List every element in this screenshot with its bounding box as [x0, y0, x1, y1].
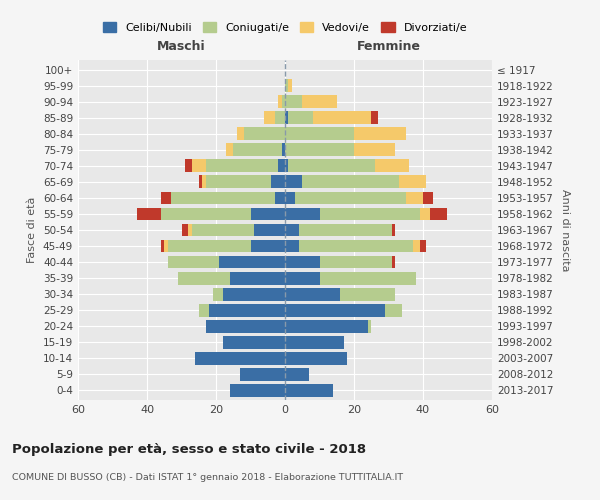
Bar: [354, 128, 406, 140]
Bar: [320, 272, 416, 284]
Bar: [285, 288, 340, 300]
Bar: [399, 176, 427, 188]
Bar: [430, 208, 447, 220]
Bar: [285, 336, 344, 348]
Bar: [192, 160, 206, 172]
Text: Femmine: Femmine: [356, 40, 421, 53]
Bar: [320, 208, 419, 220]
Bar: [188, 224, 192, 236]
Bar: [374, 160, 409, 172]
Bar: [285, 144, 354, 156]
Bar: [251, 240, 285, 252]
Bar: [185, 160, 192, 172]
Bar: [285, 128, 354, 140]
Bar: [285, 79, 289, 92]
Bar: [302, 176, 399, 188]
Bar: [223, 336, 285, 348]
Bar: [285, 304, 385, 316]
Bar: [264, 112, 275, 124]
Bar: [168, 256, 220, 268]
Bar: [275, 112, 285, 124]
Bar: [212, 288, 223, 300]
Bar: [295, 192, 406, 204]
Bar: [285, 272, 320, 284]
Bar: [226, 144, 233, 156]
Bar: [275, 192, 285, 204]
Bar: [206, 160, 278, 172]
Legend: Celibi/Nubili, Coniugati/e, Vedovi/e, Divorziati/e: Celibi/Nubili, Coniugati/e, Vedovi/e, Di…: [98, 18, 472, 38]
Bar: [182, 224, 188, 236]
Bar: [285, 384, 334, 397]
Bar: [299, 224, 392, 236]
Bar: [209, 304, 285, 316]
Bar: [289, 79, 292, 92]
Bar: [164, 240, 168, 252]
Bar: [199, 304, 209, 316]
Bar: [192, 224, 254, 236]
Bar: [206, 320, 285, 332]
Bar: [285, 192, 295, 204]
Bar: [392, 224, 395, 236]
Bar: [285, 96, 302, 108]
Bar: [371, 112, 378, 124]
Bar: [230, 384, 285, 397]
Text: Popolazione per età, sesso e stato civile - 2018: Popolazione per età, sesso e stato civil…: [12, 442, 366, 456]
Bar: [271, 176, 285, 188]
Bar: [230, 272, 285, 284]
Bar: [299, 240, 413, 252]
Y-axis label: Anni di nascita: Anni di nascita: [560, 188, 570, 271]
Bar: [223, 288, 285, 300]
Bar: [419, 208, 430, 220]
Bar: [419, 240, 427, 252]
Bar: [281, 96, 285, 108]
Bar: [220, 256, 285, 268]
Bar: [289, 112, 313, 124]
Bar: [206, 176, 271, 188]
Bar: [413, 240, 419, 252]
Bar: [171, 192, 275, 204]
Bar: [285, 352, 347, 364]
Bar: [340, 288, 395, 300]
Bar: [251, 208, 285, 220]
Bar: [196, 352, 285, 364]
Bar: [199, 176, 202, 188]
Bar: [368, 320, 371, 332]
Bar: [302, 96, 337, 108]
Bar: [161, 240, 164, 252]
Text: COMUNE DI BUSSO (CB) - Dati ISTAT 1° gennaio 2018 - Elaborazione TUTTITALIA.IT: COMUNE DI BUSSO (CB) - Dati ISTAT 1° gen…: [12, 472, 403, 482]
Bar: [161, 208, 251, 220]
Bar: [285, 112, 289, 124]
Bar: [240, 368, 285, 381]
Bar: [285, 208, 320, 220]
Bar: [285, 176, 302, 188]
Bar: [285, 368, 309, 381]
Bar: [313, 112, 371, 124]
Bar: [385, 304, 402, 316]
Bar: [137, 208, 161, 220]
Bar: [178, 272, 230, 284]
Bar: [320, 256, 392, 268]
Bar: [168, 240, 251, 252]
Text: Maschi: Maschi: [157, 40, 206, 53]
Bar: [281, 144, 285, 156]
Bar: [285, 240, 299, 252]
Bar: [285, 320, 368, 332]
Bar: [289, 160, 374, 172]
Bar: [285, 224, 299, 236]
Bar: [423, 192, 433, 204]
Bar: [406, 192, 423, 204]
Bar: [354, 144, 395, 156]
Bar: [285, 256, 320, 268]
Bar: [285, 160, 289, 172]
Y-axis label: Fasce di età: Fasce di età: [28, 197, 37, 263]
Bar: [254, 224, 285, 236]
Bar: [233, 144, 281, 156]
Bar: [202, 176, 206, 188]
Bar: [278, 160, 285, 172]
Bar: [161, 192, 171, 204]
Bar: [237, 128, 244, 140]
Bar: [278, 96, 281, 108]
Bar: [392, 256, 395, 268]
Bar: [244, 128, 285, 140]
